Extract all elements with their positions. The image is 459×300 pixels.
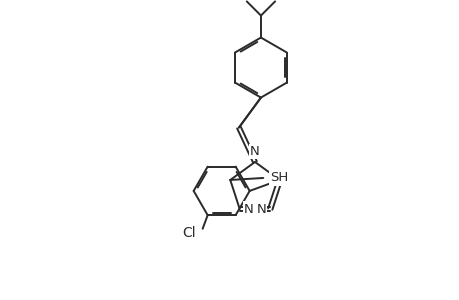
Text: Cl: Cl	[182, 226, 195, 240]
Text: N: N	[256, 202, 266, 215]
Text: N: N	[243, 202, 253, 215]
Text: N: N	[250, 145, 259, 158]
Text: SH: SH	[270, 172, 288, 184]
